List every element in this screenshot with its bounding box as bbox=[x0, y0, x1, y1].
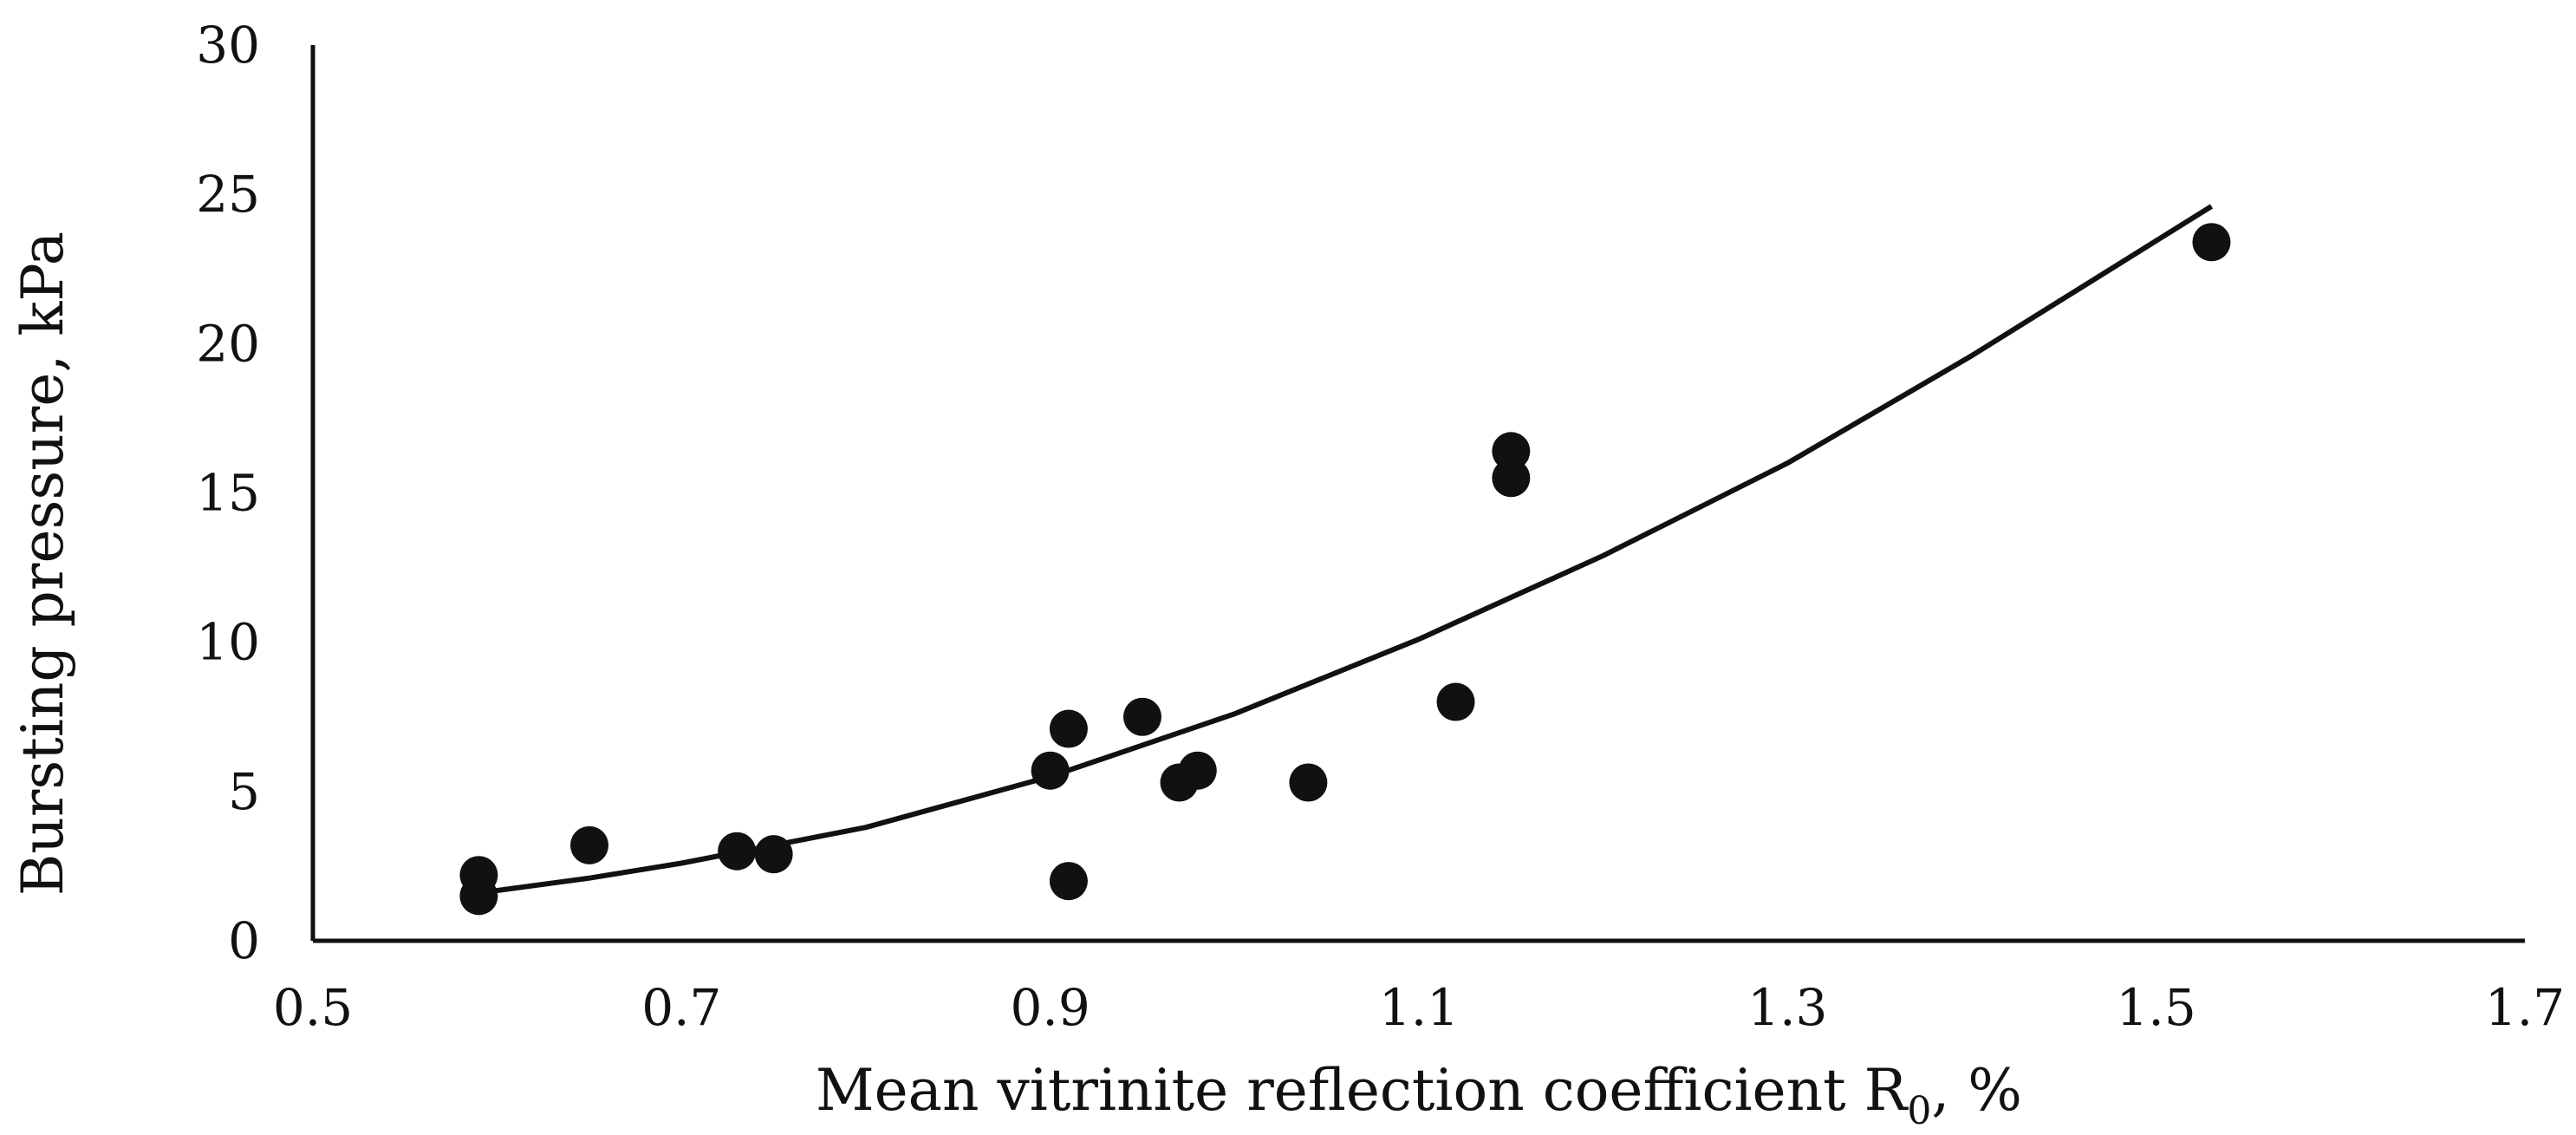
trend-line bbox=[478, 204, 2214, 896]
tick-labels: 0 5 10 15 20 25 30 0.5 0.7 0.9 1.1 1.3 1.5 1.7 bbox=[196, 16, 2565, 1037]
x-tick-label: 1.7 bbox=[2485, 978, 2565, 1037]
data-point bbox=[1289, 763, 1328, 802]
data-point bbox=[1031, 751, 1070, 790]
data-points bbox=[459, 223, 2231, 916]
x-tick-label: 1.1 bbox=[1379, 978, 1459, 1037]
x-axis-title-suffix: , % bbox=[1931, 1057, 2022, 1124]
y-tick-label: 30 bbox=[196, 16, 260, 75]
data-point bbox=[1049, 709, 1088, 748]
y-tick-label: 5 bbox=[228, 762, 260, 821]
x-tick-label: 0.7 bbox=[641, 978, 721, 1037]
y-tick-label: 0 bbox=[228, 911, 260, 970]
trend-layer bbox=[478, 204, 2214, 896]
x-axis-title-subscript: 0 bbox=[1907, 1089, 1931, 1133]
data-point bbox=[459, 877, 498, 916]
data-point bbox=[2192, 223, 2231, 262]
data-point bbox=[1492, 432, 1531, 471]
data-point bbox=[1123, 697, 1161, 736]
x-tick-label: 1.3 bbox=[1747, 978, 1827, 1037]
x-tick-label: 0.5 bbox=[273, 978, 353, 1037]
data-point bbox=[1049, 862, 1088, 901]
x-axis-title-main: Mean vitrinite reflection coefficient R bbox=[816, 1057, 1909, 1124]
y-tick-label: 10 bbox=[196, 613, 260, 672]
data-point bbox=[1492, 459, 1531, 498]
data-point bbox=[1436, 682, 1475, 721]
y-tick-label: 15 bbox=[196, 464, 260, 523]
data-point bbox=[570, 825, 608, 864]
x-axis-title: Mean vitrinite reflection coefficient R0… bbox=[816, 1057, 2022, 1133]
y-tick-label: 20 bbox=[196, 314, 260, 373]
y-axis-title: Bursting pressure, kPa bbox=[10, 232, 76, 896]
x-tick-label: 1.5 bbox=[2117, 978, 2196, 1037]
data-point bbox=[1178, 751, 1217, 790]
x-tick-label: 0.9 bbox=[1011, 978, 1090, 1037]
y-tick-label: 25 bbox=[196, 165, 260, 224]
data-point bbox=[718, 832, 757, 871]
data-point bbox=[754, 835, 793, 874]
